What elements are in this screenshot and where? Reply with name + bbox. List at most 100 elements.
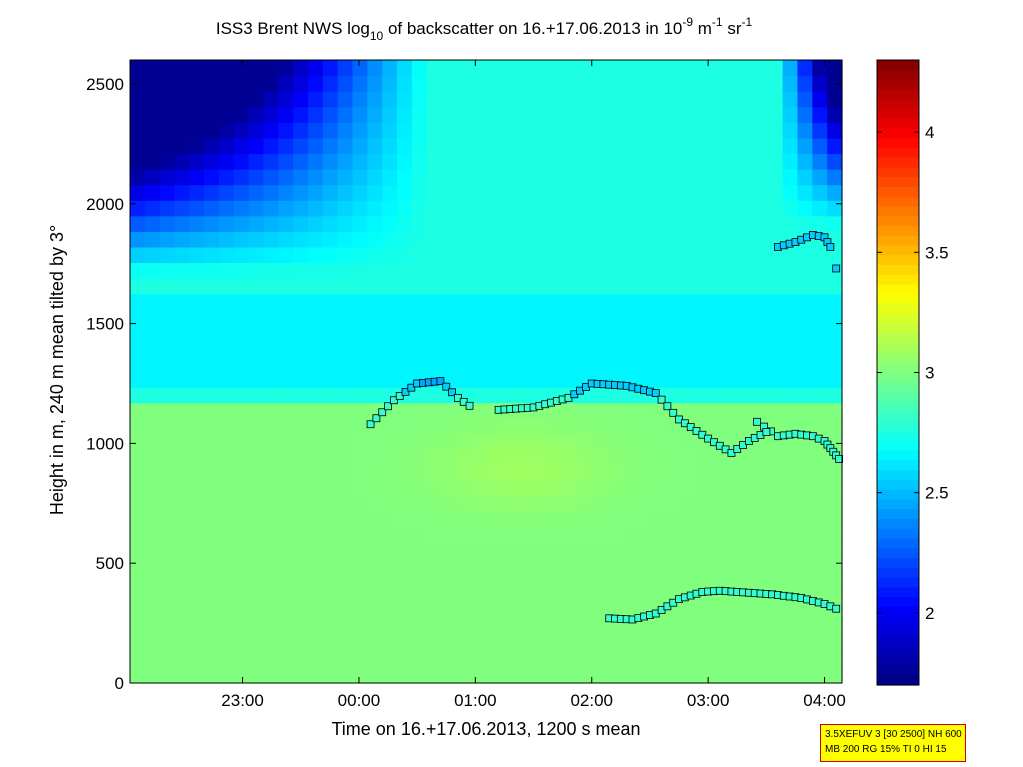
heatmap-cell xyxy=(634,589,650,606)
heatmap-cell xyxy=(144,137,161,155)
heatmap-cell xyxy=(174,371,190,388)
heatmap-cell xyxy=(678,511,695,528)
heatmap-cell xyxy=(456,231,472,248)
heatmap-cell xyxy=(797,480,813,497)
heatmap-cell xyxy=(693,262,710,279)
colorbar-step xyxy=(877,411,919,422)
heatmap-cell xyxy=(471,371,487,388)
heatmap-cell xyxy=(812,60,828,77)
heatmap-cell xyxy=(322,246,339,264)
heatmap-cell xyxy=(411,278,428,295)
heatmap-cell xyxy=(382,200,398,217)
heatmap-cell xyxy=(308,418,324,435)
heatmap-cell xyxy=(278,371,294,388)
heatmap-cell xyxy=(144,620,161,637)
heatmap-cell xyxy=(723,231,739,248)
heatmap-cell xyxy=(782,480,799,497)
heatmap-cell xyxy=(308,511,324,528)
heatmap-cell xyxy=(560,309,576,326)
heatmap-cell xyxy=(278,433,294,450)
heatmap-cell xyxy=(664,262,680,279)
heatmap-cell xyxy=(812,262,828,279)
heatmap-cell xyxy=(159,355,176,373)
heatmap-cell xyxy=(693,184,710,201)
heatmap-cell xyxy=(575,91,591,108)
heatmap-cell xyxy=(263,231,279,248)
colorbar-step xyxy=(877,597,919,608)
heatmap-cell xyxy=(664,200,680,217)
heatmap-cell xyxy=(560,215,576,232)
heatmap-cell xyxy=(545,464,561,482)
heatmap-cell xyxy=(189,309,205,326)
heatmap-cell xyxy=(189,91,205,108)
heatmap-cell xyxy=(322,464,339,482)
heatmap-cell xyxy=(767,605,784,622)
heatmap-cell xyxy=(411,293,428,310)
heatmap-cell xyxy=(693,480,710,497)
heatmap-cell xyxy=(130,169,146,186)
colorbar-step xyxy=(877,460,919,471)
heatmap-cell xyxy=(634,309,650,326)
heatmap-cell xyxy=(619,496,635,513)
heatmap-cell xyxy=(560,91,576,108)
colorbar-step xyxy=(877,284,919,295)
heatmap-cell xyxy=(664,60,680,77)
heatmap-cell xyxy=(278,278,294,295)
heatmap-cell xyxy=(159,527,176,544)
heatmap-cell xyxy=(753,371,769,388)
heatmap-cell xyxy=(397,246,413,264)
heatmap-cell xyxy=(604,340,621,357)
heatmap-cell xyxy=(589,355,606,373)
heatmap-cell xyxy=(441,636,457,653)
chart-title: ISS3 Brent NWS log10 of backscatter on 1… xyxy=(216,15,753,43)
heatmap-cell xyxy=(233,527,250,544)
heatmap-cell xyxy=(204,589,220,606)
heatmap-cell xyxy=(367,387,383,404)
heatmap-cell xyxy=(441,418,457,435)
heatmap-cell xyxy=(575,605,591,622)
heatmap-cell xyxy=(723,511,739,528)
heatmap-cell xyxy=(174,355,190,373)
heatmap-cell xyxy=(130,480,146,497)
heatmap-cell xyxy=(426,667,443,684)
heatmap-cell xyxy=(144,402,161,419)
heatmap-cell xyxy=(233,293,250,310)
heatmap-cell xyxy=(337,542,354,559)
colorbar-step xyxy=(877,206,919,217)
heatmap-cell xyxy=(678,605,695,622)
heatmap-cell xyxy=(530,387,546,404)
heatmap-cell xyxy=(515,60,532,77)
heatmap-cell xyxy=(382,527,398,544)
colorbar-step xyxy=(877,518,919,530)
heatmap-cell xyxy=(723,262,739,279)
heatmap-cell xyxy=(367,558,383,575)
heatmap-cell xyxy=(693,200,710,217)
heatmap-cell xyxy=(441,122,457,139)
heatmap-cell xyxy=(486,496,502,513)
heatmap-cell xyxy=(797,184,813,201)
heatmap-cell xyxy=(352,573,368,591)
heatmap-cell xyxy=(619,355,635,373)
heatmap-cell xyxy=(797,418,813,435)
heatmap-cell xyxy=(189,433,205,450)
heatmap-cell xyxy=(604,293,621,310)
heatmap-cell xyxy=(352,480,368,497)
heatmap-cell xyxy=(322,340,339,357)
marker-point xyxy=(442,382,451,391)
heatmap-cell xyxy=(189,527,205,544)
heatmap-cell xyxy=(753,200,769,217)
heatmap-cell xyxy=(560,433,576,450)
colorbar-step xyxy=(877,69,919,81)
heatmap-cell xyxy=(293,75,309,92)
heatmap-cell xyxy=(693,309,710,326)
heatmap-cell xyxy=(248,464,265,482)
heatmap-cell xyxy=(367,433,383,450)
heatmap-cell xyxy=(130,91,146,108)
heatmap-cell xyxy=(204,309,220,326)
heatmap-cell xyxy=(827,620,843,637)
heatmap-cell xyxy=(708,340,724,357)
heatmap-cell xyxy=(782,153,799,170)
heatmap-cell xyxy=(219,589,235,606)
heatmap-cell xyxy=(204,651,220,669)
heatmap-cell xyxy=(293,309,309,326)
